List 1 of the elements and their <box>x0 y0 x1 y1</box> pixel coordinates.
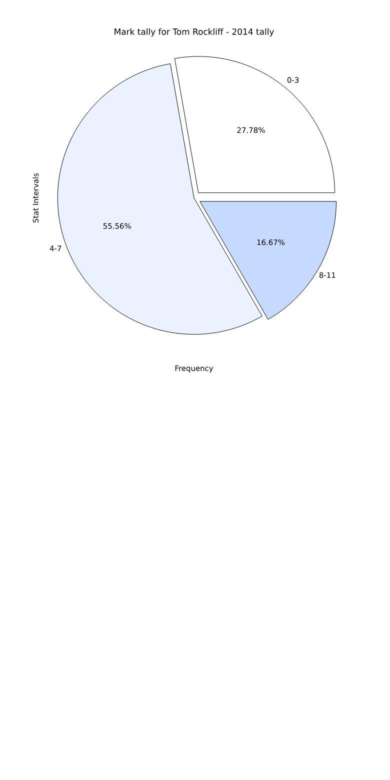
chart-title: Mark tally for Tom Rockliff - 2014 tally <box>114 28 274 36</box>
